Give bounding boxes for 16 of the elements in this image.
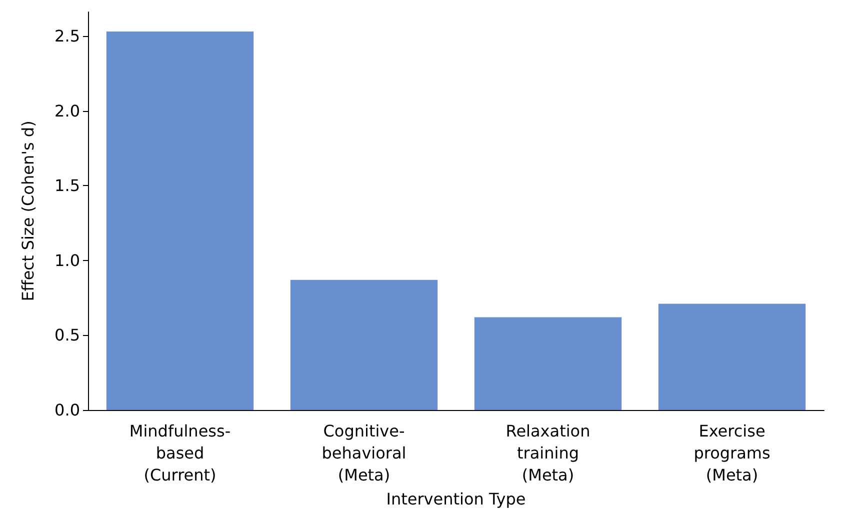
y-tick-label: 0.5 — [54, 326, 80, 345]
y-tick-label: 1.0 — [54, 250, 80, 270]
y-axis-title: Effect Size (Cohen's d) — [18, 120, 38, 302]
bar — [290, 280, 438, 410]
x-axis-title: Intervention Type — [386, 489, 526, 508]
x-tick-label: Mindfulness- based (Current) — [129, 422, 231, 484]
y-tick-label: 2.0 — [54, 101, 80, 120]
x-tick-label: Relaxation training (Meta) — [506, 422, 590, 484]
y-tick-label: 2.5 — [54, 26, 80, 46]
bar — [658, 304, 806, 410]
bar — [474, 317, 622, 410]
y-tick-label: 0.0 — [54, 400, 80, 420]
x-tick-label: Cognitive- behavioral (Meta) — [322, 422, 406, 484]
x-tick-label: Exercise programs (Meta) — [694, 422, 770, 484]
y-tick-label: 1.5 — [54, 176, 80, 196]
bar — [106, 31, 254, 410]
